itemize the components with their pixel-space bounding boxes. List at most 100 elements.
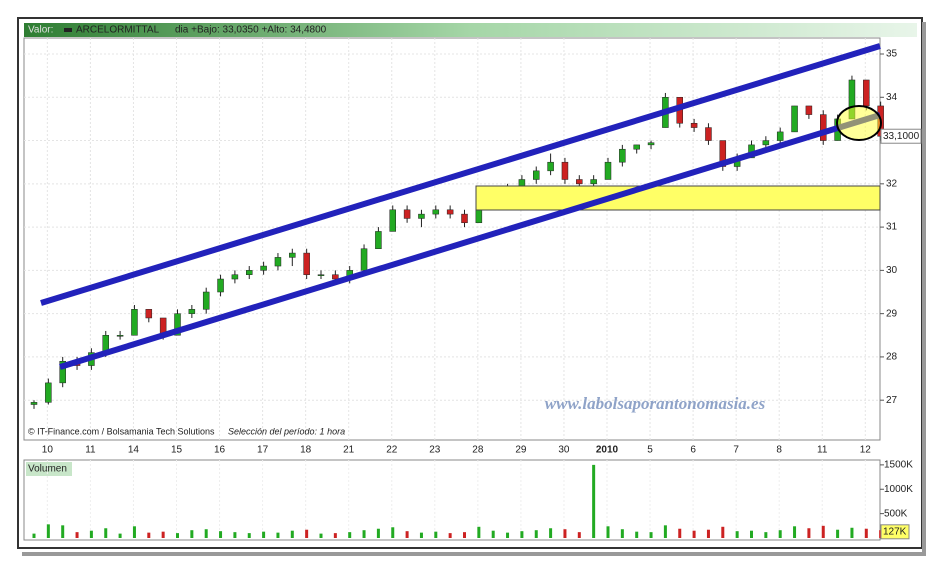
volume-bar (793, 526, 797, 538)
volume-bar (692, 530, 696, 538)
highlight-circle (836, 105, 882, 141)
volume-bar (405, 531, 409, 538)
volume-bar (348, 532, 352, 538)
x-tick-label: 2010 (596, 445, 619, 456)
volume-bar (118, 533, 122, 538)
x-tick-label: 11 (817, 445, 828, 456)
x-tick-label: 10 (42, 445, 54, 456)
volume-bar (506, 532, 510, 538)
credits: © IT-Finance.com / Bolsamania Tech Solut… (28, 426, 215, 436)
volume-bar (434, 531, 438, 538)
x-tick-label: 23 (429, 445, 441, 456)
candle-body (418, 213, 425, 219)
volume-bar (620, 529, 624, 538)
volume-bar (247, 533, 251, 538)
volume-bar (592, 464, 596, 538)
volume-area (23, 459, 881, 541)
volume-label-bg (26, 462, 72, 476)
x-tick-label: 8 (776, 445, 782, 456)
lower-channel (59, 112, 881, 370)
candle-body (360, 248, 368, 271)
header-symbol: ARCELORMITTAL (76, 25, 160, 36)
volume-bar (376, 528, 380, 538)
volume-bar (649, 532, 653, 538)
volume-bar (463, 532, 466, 538)
x-tick-label: 18 (300, 445, 312, 456)
volume-bar (319, 533, 323, 538)
x-tick-label: 7 (733, 445, 739, 456)
y-tick-label: 29 (886, 308, 898, 319)
candle-body (217, 278, 224, 293)
volume-bar (864, 528, 868, 538)
candle-body (131, 309, 138, 336)
candle-body (317, 274, 325, 276)
candle-body (30, 402, 38, 405)
volume-bar (176, 533, 179, 538)
candle-body (188, 309, 196, 314)
volume-bar (147, 532, 151, 538)
last-volume-box (880, 524, 910, 540)
last-volume-label: 127K (883, 526, 907, 537)
volume-bar (204, 529, 208, 538)
volume-bar (663, 525, 667, 538)
candle-body (705, 127, 712, 141)
candle-body (231, 274, 239, 280)
candle-body (791, 105, 798, 133)
candle-body (202, 291, 210, 310)
header-label: Valor: (28, 25, 53, 36)
x-tick-label: 22 (386, 445, 398, 456)
candle-body (116, 335, 124, 337)
candle-body (619, 148, 626, 163)
candle-body (633, 144, 640, 150)
volume-bar (764, 532, 768, 538)
candle-body (461, 213, 468, 224)
period: Selección del período: 1 hora (228, 426, 345, 436)
volume-bar (290, 530, 294, 538)
x-tick-label: 17 (257, 445, 269, 456)
volume-bar (807, 528, 811, 538)
volume-bar (391, 527, 395, 538)
volume-bar (61, 525, 65, 538)
last-price-label: 33,1000 (883, 131, 920, 142)
volume-bar (735, 531, 739, 538)
volume-bar (778, 530, 782, 538)
volume-bar (534, 530, 538, 538)
plot-area (23, 37, 881, 441)
x-tick-label: 5 (647, 445, 653, 456)
candle-body (289, 252, 296, 258)
candle-body (403, 209, 411, 219)
v-tick-label: 500K (884, 508, 908, 519)
candle-body (863, 79, 870, 107)
candle-body (690, 122, 698, 128)
volume-bar (836, 529, 840, 538)
volume-bar (132, 526, 136, 538)
x-tick-label: 28 (472, 445, 484, 456)
volume-bar (333, 533, 337, 538)
volume-bar (750, 530, 753, 538)
x-tick-label: 29 (515, 445, 527, 456)
volume-bar (190, 530, 194, 538)
candle-body (45, 382, 52, 403)
candle-body (576, 179, 583, 185)
volume-bar (75, 532, 79, 538)
shadow (922, 22, 926, 552)
y-tick-label: 32 (886, 178, 898, 189)
y-tick-label: 30 (886, 265, 898, 276)
x-tick-label: 15 (171, 445, 183, 456)
volume-bar (46, 524, 50, 538)
candle-body (776, 131, 784, 141)
y-tick-label: 34 (886, 92, 898, 103)
v-tick-label: 1500K (884, 460, 913, 471)
y-tick-label: 35 (886, 49, 898, 60)
x-tick-label: 16 (214, 445, 226, 456)
watermark: www.labolsaporantonomasia.es (545, 394, 766, 413)
volume-bar (219, 531, 223, 538)
candle-body (820, 114, 827, 141)
volume-bar (850, 527, 854, 538)
legend-swatch (64, 28, 72, 32)
candle-body (59, 360, 66, 384)
candle-body (805, 105, 813, 115)
candle-body (375, 231, 382, 249)
candle-body (590, 179, 597, 185)
